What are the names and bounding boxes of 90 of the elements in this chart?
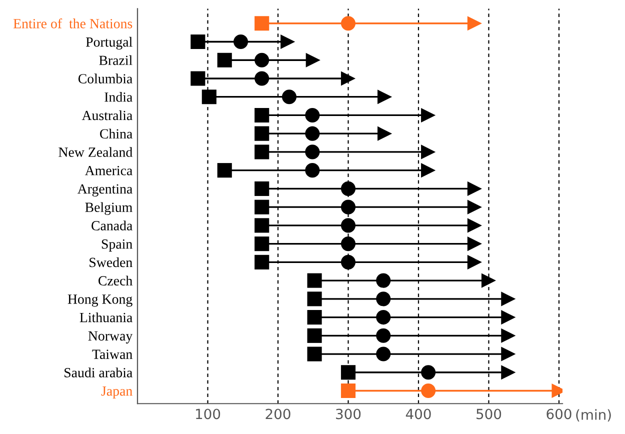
- point: [217, 52, 232, 68]
- point: [467, 200, 482, 214]
- y-tick-label: Portugal: [86, 36, 132, 50]
- point: [467, 254, 482, 270]
- y-tick-label: Spain: [102, 239, 132, 252]
- point: [254, 254, 270, 270]
- point: [280, 34, 296, 50]
- point: [254, 71, 270, 86]
- point: [305, 126, 320, 141]
- point: [307, 292, 322, 306]
- point: [254, 236, 270, 252]
- point: [190, 34, 206, 50]
- point: [501, 310, 516, 325]
- point: [421, 163, 436, 178]
- point: [282, 90, 297, 104]
- point: [376, 346, 391, 362]
- point: [481, 273, 496, 288]
- point: [501, 328, 516, 343]
- y-tick-label: Taiwan: [92, 350, 132, 359]
- x-tick-label: 300: [336, 408, 361, 420]
- y-tick-label: India: [104, 92, 132, 102]
- point: [254, 108, 270, 123]
- point: [254, 144, 270, 160]
- point: [233, 34, 248, 50]
- point: [254, 52, 270, 68]
- point: [340, 383, 356, 398]
- point: [377, 126, 392, 141]
- point: [467, 218, 482, 233]
- point: [467, 236, 482, 252]
- point: [340, 218, 356, 233]
- point: [340, 236, 356, 252]
- point: [306, 52, 320, 68]
- x-tick-label: 400: [406, 408, 431, 420]
- y-tick-label: Norway: [88, 331, 133, 344]
- point: [305, 163, 320, 178]
- y-tick-label: Australia: [82, 110, 132, 120]
- point: [376, 292, 391, 306]
- y-tick-label: New Zealand: [58, 147, 132, 157]
- point: [376, 328, 391, 343]
- point: [376, 310, 391, 325]
- y-tick-label: Columbia: [78, 74, 132, 84]
- point: [421, 365, 436, 380]
- point: [340, 365, 356, 380]
- y-tick-label: Czech: [98, 276, 132, 286]
- y-tick-label: Canada: [92, 220, 132, 230]
- point: [305, 108, 320, 123]
- y-tick-label: Japan: [101, 386, 132, 399]
- point: [340, 71, 356, 86]
- x-tick-label: 100: [196, 408, 220, 420]
- point: [217, 163, 232, 178]
- point: [254, 16, 270, 31]
- point: [254, 181, 270, 196]
- point: [254, 200, 270, 214]
- point: [421, 108, 436, 123]
- point: [254, 126, 270, 141]
- point: [340, 181, 356, 196]
- x-axis-title: (min): [576, 409, 611, 422]
- point: [340, 16, 356, 31]
- y-tick-label: Brazil: [99, 55, 132, 66]
- y-tick-label: Belgium: [85, 202, 132, 215]
- point: [190, 71, 206, 86]
- point: [421, 144, 436, 160]
- point: [307, 273, 322, 288]
- point: [340, 254, 356, 270]
- y-tick-label: Saudi arabia: [64, 368, 132, 378]
- y-tick-label: Lithuania: [80, 312, 132, 322]
- point: [467, 181, 482, 196]
- point: [307, 328, 322, 343]
- point: [467, 16, 482, 31]
- point: [202, 90, 216, 104]
- point: [254, 218, 270, 233]
- y-tick-label: Entire of the Nations: [13, 18, 132, 28]
- point: [377, 90, 392, 104]
- y-tick-label: America: [84, 166, 132, 176]
- x-tick-label: 200: [266, 408, 290, 420]
- point: [305, 144, 320, 160]
- point: [501, 346, 516, 362]
- point: [307, 310, 322, 325]
- point: [307, 346, 322, 362]
- y-tick-label: Argentina: [77, 184, 132, 196]
- y-tick-label: Hong Kong: [68, 294, 132, 307]
- x-tick-label: 500: [476, 408, 502, 420]
- point: [376, 273, 391, 288]
- x-tick-label: 600: [546, 408, 572, 420]
- y-tick-label: China: [100, 128, 132, 139]
- y-tick-label: Sweden: [90, 257, 132, 268]
- point: [501, 292, 516, 306]
- point: [340, 200, 356, 214]
- point: [501, 365, 516, 380]
- point: [421, 383, 436, 398]
